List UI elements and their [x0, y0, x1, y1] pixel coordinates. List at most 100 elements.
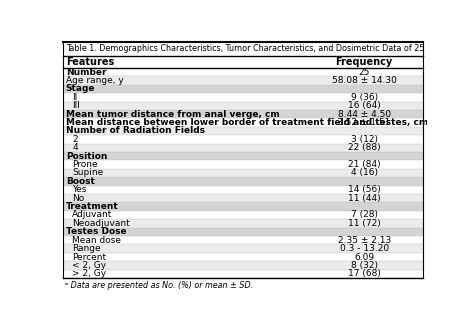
Text: Percent: Percent: [72, 253, 106, 261]
Text: 11 (44): 11 (44): [348, 194, 381, 203]
Text: Mean dose: Mean dose: [72, 236, 121, 245]
Bar: [63, 202, 305, 211]
Text: 21 (84): 21 (84): [348, 160, 381, 169]
Text: 22 (88): 22 (88): [348, 143, 381, 152]
Bar: [63, 56, 423, 68]
Text: No: No: [72, 194, 84, 203]
Bar: [305, 177, 423, 186]
Text: 58.08 ± 14.30: 58.08 ± 14.30: [332, 76, 397, 85]
Bar: [63, 127, 305, 135]
Bar: [63, 270, 305, 278]
Bar: [305, 127, 423, 135]
Text: 3.52 ± 1.51: 3.52 ± 1.51: [337, 118, 391, 127]
Text: 14 (56): 14 (56): [348, 185, 381, 194]
Text: 8.44 ± 4.50: 8.44 ± 4.50: [337, 110, 391, 119]
Bar: [63, 93, 305, 102]
Bar: [63, 85, 305, 93]
Bar: [63, 118, 305, 127]
Bar: [305, 244, 423, 253]
Bar: [305, 152, 423, 160]
Bar: [63, 135, 305, 144]
Text: Range: Range: [72, 244, 101, 253]
Text: Mean distance between lower border of treatment field and testes, cm: Mean distance between lower border of tr…: [66, 118, 428, 127]
Text: Features: Features: [66, 57, 114, 67]
Text: 3 (12): 3 (12): [351, 135, 378, 144]
Text: Neoadjuvant: Neoadjuvant: [72, 219, 130, 228]
Text: Yes: Yes: [72, 185, 86, 194]
Text: Position: Position: [66, 152, 107, 161]
Bar: [63, 110, 305, 118]
Bar: [305, 253, 423, 261]
Text: Treatment: Treatment: [66, 202, 118, 211]
Bar: [63, 219, 305, 228]
Bar: [305, 160, 423, 169]
Text: Adjuvant: Adjuvant: [72, 211, 112, 219]
Bar: [305, 219, 423, 228]
Bar: [63, 261, 305, 270]
Bar: [63, 211, 305, 219]
Text: II: II: [72, 93, 77, 102]
Text: 4: 4: [72, 143, 78, 152]
Text: Testes Dose: Testes Dose: [66, 227, 127, 236]
Text: ᵃ Data are presented as No. (%) or mean ± SD.: ᵃ Data are presented as No. (%) or mean …: [65, 281, 253, 290]
Bar: [63, 253, 305, 261]
Bar: [305, 261, 423, 270]
Text: Supine: Supine: [72, 169, 103, 177]
Text: < 2, Gy: < 2, Gy: [72, 261, 106, 270]
Bar: [63, 169, 305, 177]
Bar: [305, 270, 423, 278]
Text: Age range, y: Age range, y: [66, 76, 124, 85]
Bar: [305, 228, 423, 236]
Bar: [305, 118, 423, 127]
Bar: [63, 68, 305, 76]
Bar: [63, 152, 305, 160]
Bar: [63, 76, 305, 85]
Text: 8 (32): 8 (32): [351, 261, 378, 270]
Text: 2: 2: [72, 135, 78, 144]
Bar: [63, 177, 305, 186]
Text: Number: Number: [66, 68, 106, 77]
Bar: [305, 102, 423, 110]
Bar: [305, 68, 423, 76]
Bar: [63, 160, 305, 169]
Text: 2.35 ± 2.13: 2.35 ± 2.13: [337, 236, 391, 245]
Text: Prone: Prone: [72, 160, 98, 169]
Bar: [305, 144, 423, 152]
Text: Table 1. Demographics Characteristics, Tumor Characteristics, and Dosimetric Dat: Table 1. Demographics Characteristics, T…: [66, 44, 474, 53]
Bar: [63, 102, 305, 110]
Bar: [305, 211, 423, 219]
Text: Stage: Stage: [66, 84, 95, 93]
Text: 16 (64): 16 (64): [348, 101, 381, 110]
Text: Number of Radiation Fields: Number of Radiation Fields: [66, 126, 205, 135]
Bar: [305, 236, 423, 244]
Bar: [63, 228, 305, 236]
Text: 7 (28): 7 (28): [351, 211, 378, 219]
Bar: [305, 169, 423, 177]
Bar: [63, 42, 423, 56]
Text: 25: 25: [358, 68, 370, 77]
Bar: [63, 236, 305, 244]
Text: 4 (16): 4 (16): [351, 169, 378, 177]
Bar: [305, 85, 423, 93]
Bar: [305, 194, 423, 202]
Text: 9 (36): 9 (36): [351, 93, 378, 102]
Bar: [63, 194, 305, 202]
Bar: [305, 76, 423, 85]
Bar: [305, 202, 423, 211]
Bar: [63, 186, 305, 194]
Text: 17 (68): 17 (68): [348, 269, 381, 278]
Text: 6.09: 6.09: [354, 253, 374, 261]
Bar: [63, 144, 305, 152]
Text: Boost: Boost: [66, 177, 95, 186]
Bar: [305, 135, 423, 144]
Bar: [63, 244, 305, 253]
Bar: [305, 93, 423, 102]
Text: 0.3 - 13.20: 0.3 - 13.20: [339, 244, 389, 253]
Bar: [305, 110, 423, 118]
Bar: [305, 186, 423, 194]
Text: > 2, Gy: > 2, Gy: [72, 269, 106, 278]
Text: 11 (72): 11 (72): [348, 219, 381, 228]
Text: III: III: [72, 101, 80, 110]
Text: Frequency: Frequency: [336, 57, 393, 67]
Text: Mean tumor distance from anal verge, cm: Mean tumor distance from anal verge, cm: [66, 110, 280, 119]
